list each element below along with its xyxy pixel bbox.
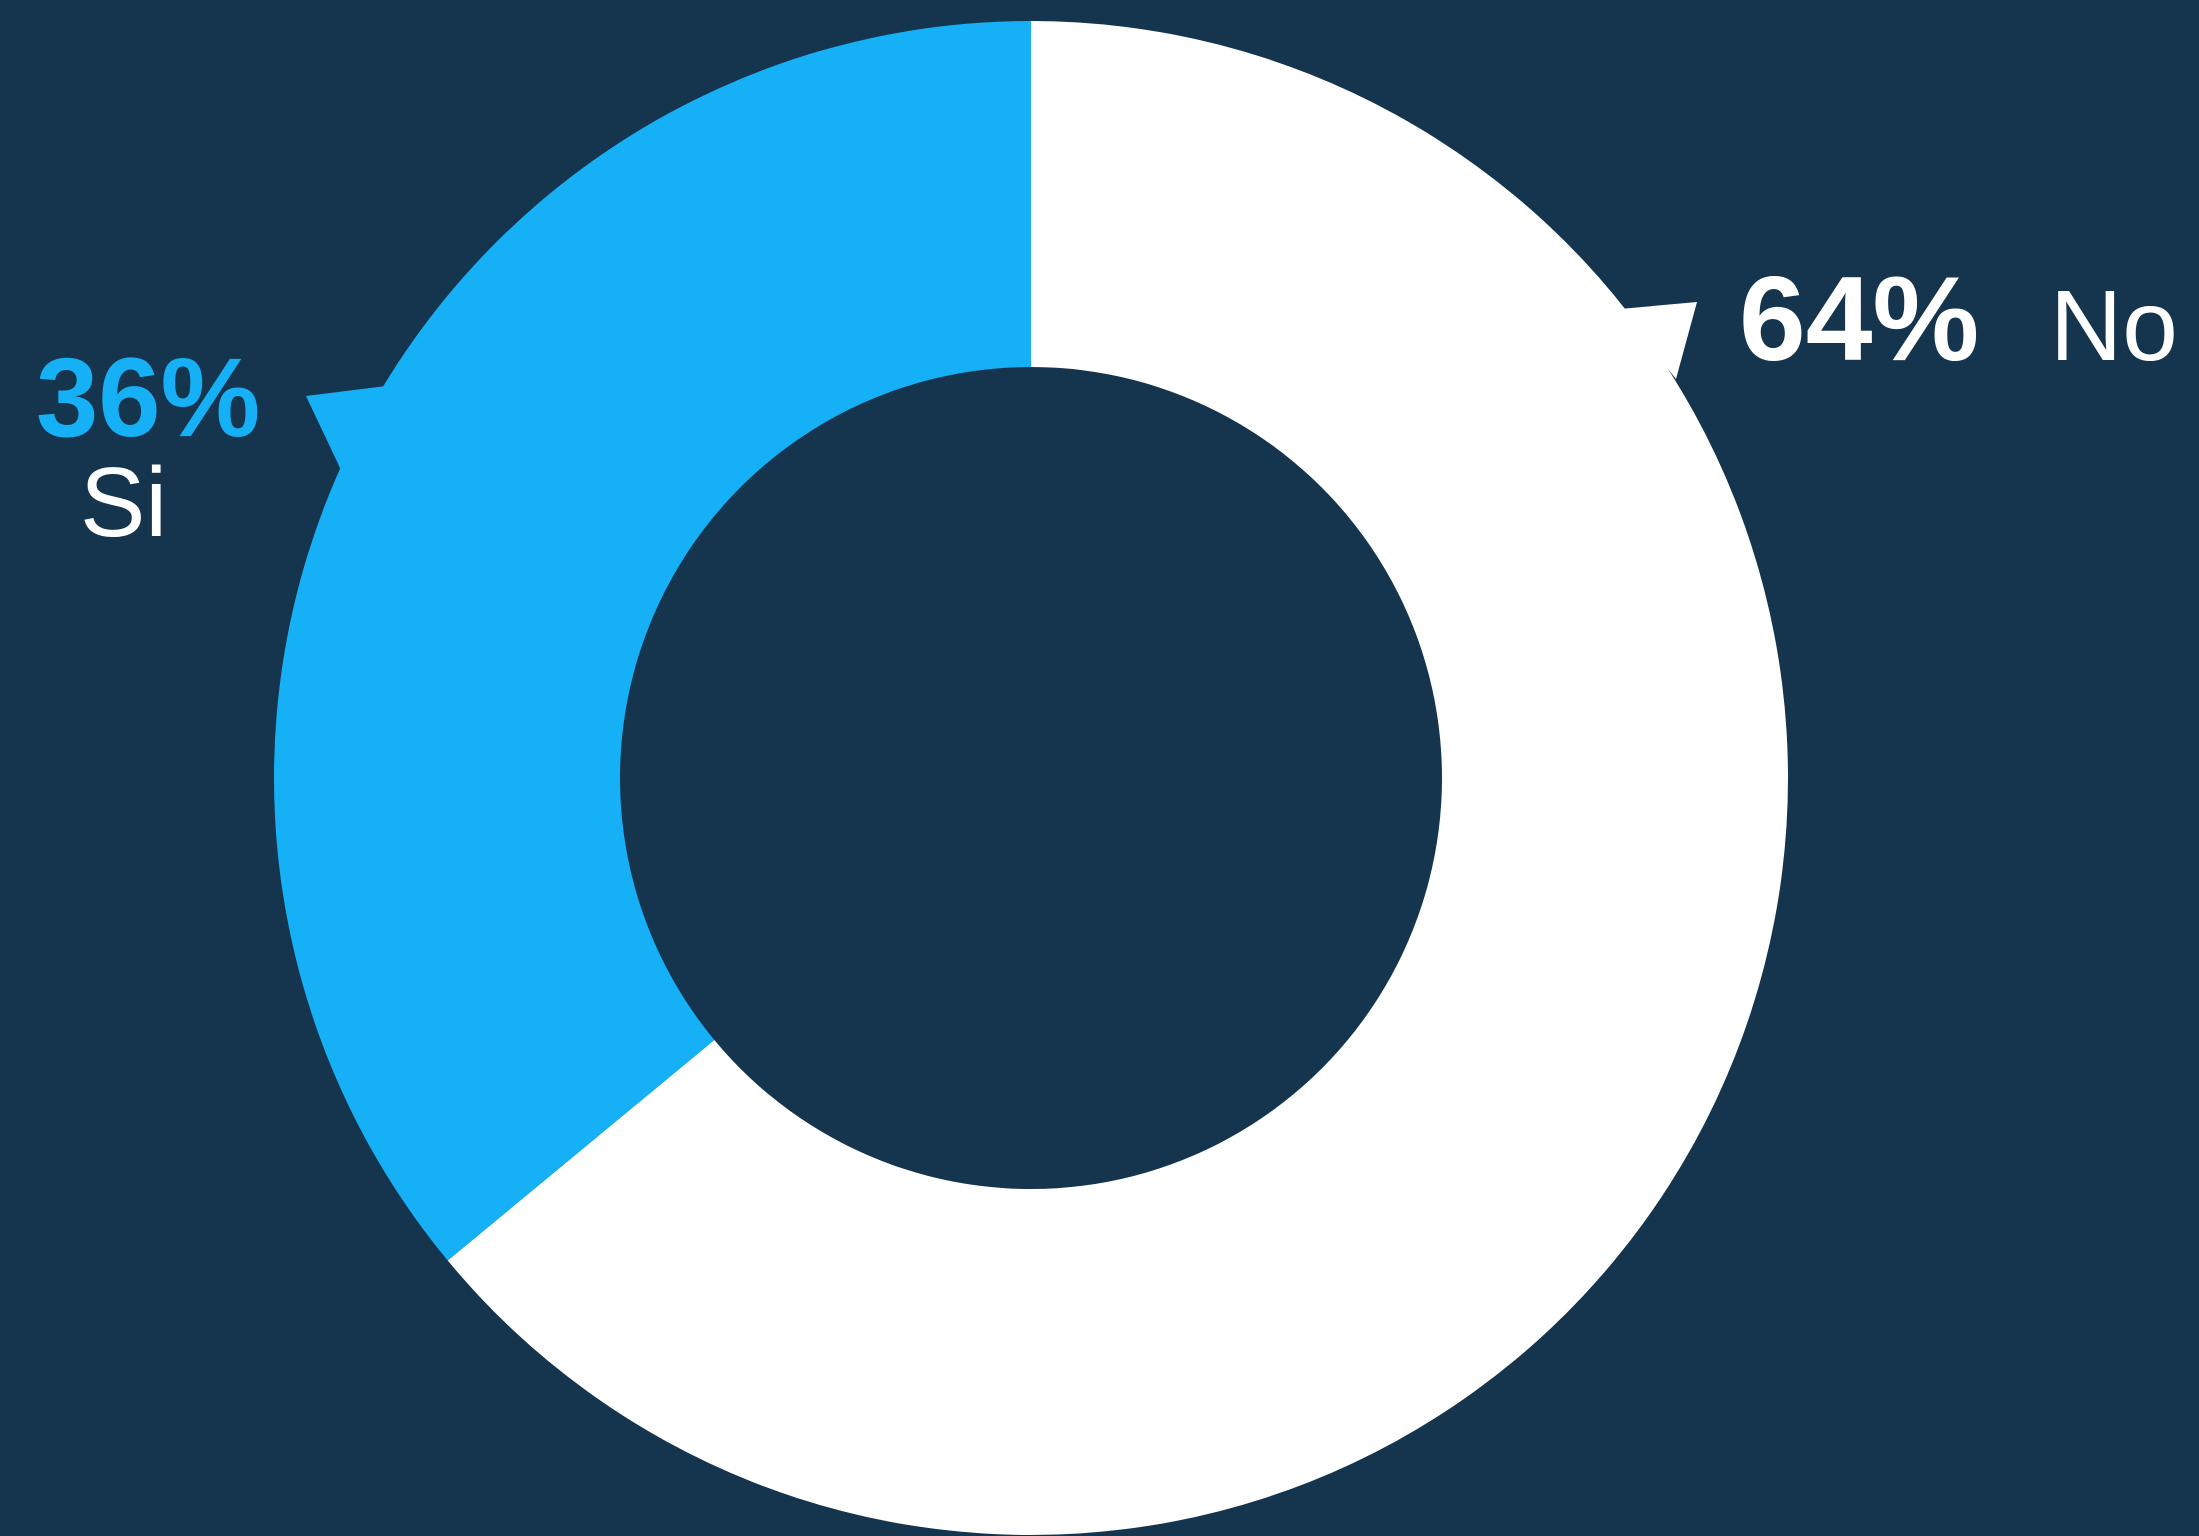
callout-pointer [1620,302,1697,379]
donut-segment [274,21,1032,1261]
donut [274,21,1789,1535]
category-label: Si [80,447,167,557]
category-label: No [2050,270,2178,382]
donut-segment [447,21,1789,1535]
value-label: 64% [1739,252,1979,386]
callout-pointer [306,386,386,470]
value-label: 36% [36,335,260,460]
